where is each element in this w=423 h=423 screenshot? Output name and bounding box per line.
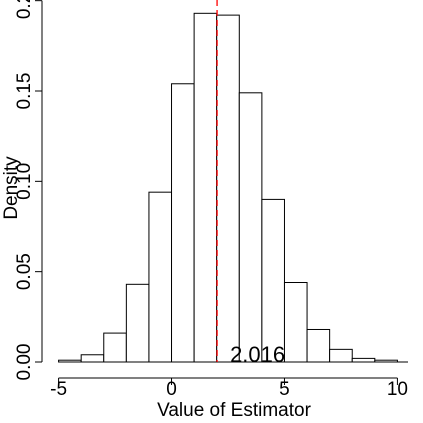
x-axis: -5 0 5 10 xyxy=(50,377,408,400)
histogram-bar xyxy=(238,92,263,363)
y-tick-label: 0.00 xyxy=(14,344,35,381)
histogram-bar xyxy=(216,14,240,363)
histogram-bar xyxy=(193,12,218,363)
x-tick-label: 0 xyxy=(166,379,177,400)
x-axis-label: Value of Estimator xyxy=(157,400,312,421)
histogram-bar xyxy=(80,354,105,363)
histogram-bar xyxy=(329,348,353,363)
x-tick-label: 5 xyxy=(279,379,290,400)
histogram-bar xyxy=(125,283,150,363)
y-axis: 0.00 0.05 0.10 0.15 0.20 xyxy=(14,0,43,381)
histogram-bar xyxy=(103,332,127,363)
histogram-bars xyxy=(58,12,408,363)
histogram-bar xyxy=(306,328,331,363)
histogram-bar xyxy=(283,282,308,363)
histogram-bar xyxy=(171,83,195,363)
x-tick-label: 10 xyxy=(387,379,408,400)
y-tick-label: 0.15 xyxy=(14,73,35,110)
histogram-bar xyxy=(261,198,285,363)
y-tick-label: 0.20 xyxy=(14,0,35,19)
histogram-bar xyxy=(351,357,376,363)
x-tick-label: -5 xyxy=(50,379,67,400)
y-tick-label: 0.10 xyxy=(14,163,35,200)
estimate-marker-label: 2.016 xyxy=(230,342,285,367)
histogram-bar xyxy=(148,191,173,363)
y-tick-label: 0.05 xyxy=(14,253,35,290)
y-axis-label: Density xyxy=(1,156,22,220)
